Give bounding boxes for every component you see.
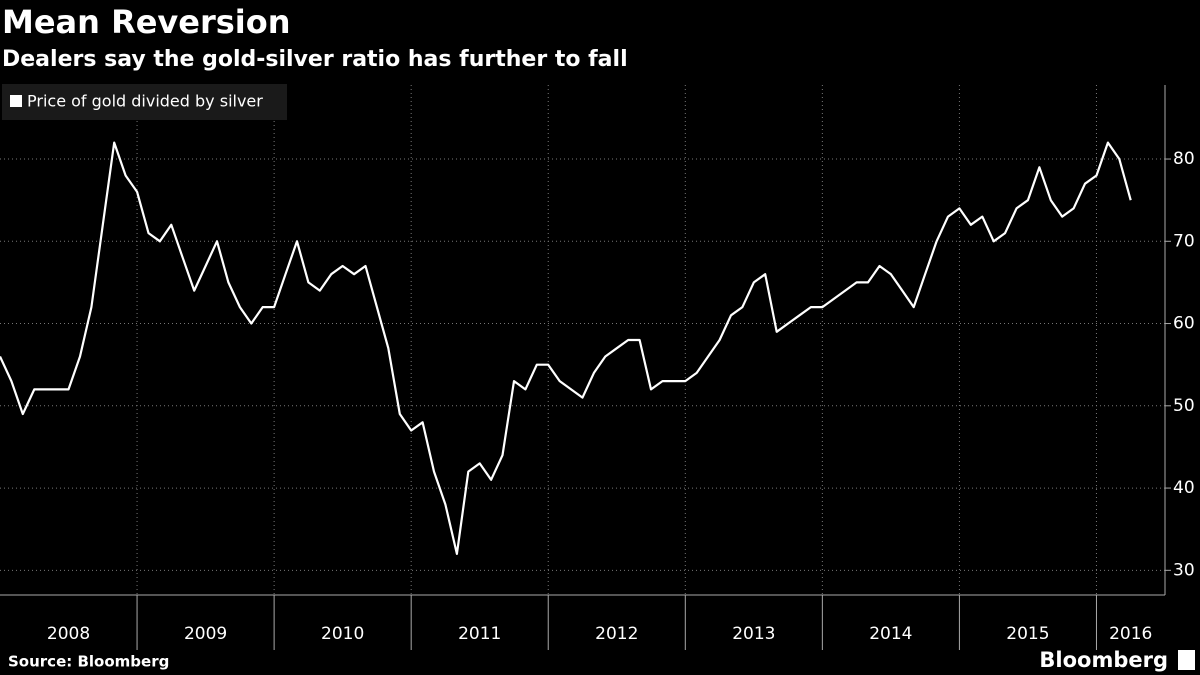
source: Source: Bloomberg (8, 653, 169, 671)
line (0, 141, 1132, 555)
x-tick-label: 2015 (1006, 624, 1049, 644)
y-tick-label: 70 (1173, 231, 1195, 251)
legend-label: Price of gold divided by silver (27, 92, 263, 111)
y-tick-label: 50 (1173, 396, 1195, 416)
y-tick-label: 40 (1173, 478, 1195, 498)
x-tick-label: 2014 (869, 624, 912, 644)
x-tick-label: 2012 (595, 624, 638, 644)
legend-box (2, 84, 287, 120)
chart-title: Mean Reversion (2, 3, 291, 41)
logo-icon (1178, 650, 1195, 670)
legend-swatch (10, 95, 22, 107)
y-tick-label: 60 (1173, 314, 1195, 334)
y-tick-label: 30 (1173, 560, 1195, 580)
logo: Bloomberg (1039, 648, 1168, 672)
x-tick-label: 2011 (458, 624, 501, 644)
x-tick-label: 2010 (321, 624, 364, 644)
y-tick-label: 80 (1173, 149, 1195, 169)
x-tick-label: 2008 (47, 624, 90, 644)
x-tick-label: 2016 (1109, 624, 1152, 644)
x-tick-label: 2009 (184, 624, 227, 644)
x-tick-label: 2013 (732, 624, 775, 644)
chart-subtitle: Dealers say the gold-silver ratio has fu… (2, 47, 628, 72)
